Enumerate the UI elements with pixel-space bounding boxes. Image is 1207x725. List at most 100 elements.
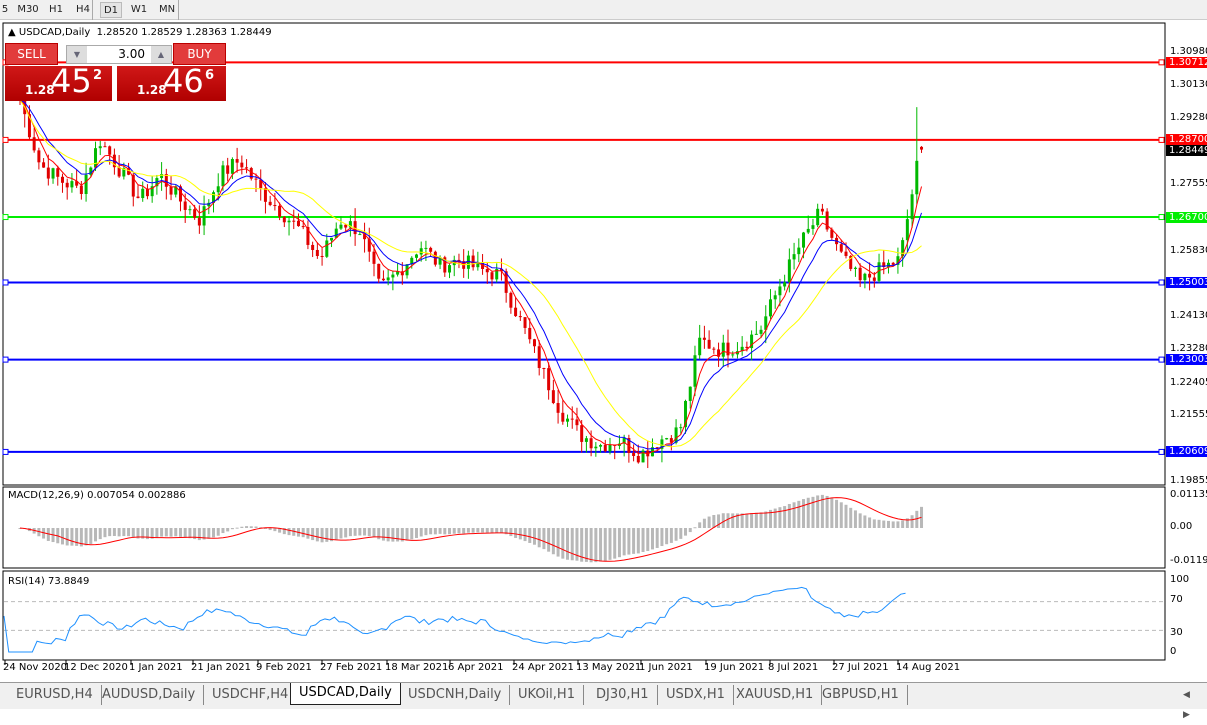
candle-body: [830, 229, 834, 238]
candle-body: [377, 263, 381, 279]
lots-input[interactable]: 3.00 ▼ ▲: [66, 45, 172, 64]
timeframe-h1[interactable]: H1: [49, 4, 63, 15]
candle-body: [429, 247, 433, 252]
candle-body: [825, 211, 829, 230]
tab-usdcad-daily[interactable]: USDCAD,Daily: [290, 683, 401, 705]
macd-bar: [731, 513, 735, 528]
tab-eurusd-h4[interactable]: EURUSD,H4: [8, 685, 102, 705]
tab-ukoil-h1[interactable]: UKOil,H1: [510, 685, 584, 705]
candle-body: [858, 267, 862, 281]
ma-mid-line: [19, 99, 922, 450]
candle-body: [32, 137, 36, 151]
macd-bar: [353, 528, 357, 536]
timeframe-5[interactable]: 5: [1, 4, 9, 15]
line-price-tag: 1.23003: [1166, 354, 1207, 366]
tab-gbpusd-h1[interactable]: GBPUSD,H1: [814, 685, 908, 705]
candle-body: [561, 412, 565, 422]
macd-bar: [820, 494, 824, 528]
macd-bar: [688, 528, 692, 533]
macd-bar: [381, 528, 385, 541]
chart-canvas[interactable]: [0, 0, 1207, 682]
macd-bar: [835, 499, 839, 528]
macd-bar: [868, 517, 872, 528]
macd-bar: [632, 528, 636, 554]
candle-body: [537, 346, 541, 369]
candle-body: [301, 226, 305, 228]
macd-bar: [570, 528, 574, 561]
line-handle-icon: [1158, 279, 1165, 286]
macd-bar: [476, 528, 480, 533]
lots-decrease-icon[interactable]: ▼: [67, 46, 87, 63]
tab-usdx-h1[interactable]: USDX,H1: [658, 685, 734, 705]
buy-button[interactable]: BUY: [173, 43, 226, 65]
macd-bar: [773, 508, 777, 528]
candle-body: [414, 254, 418, 258]
macd-bar: [622, 528, 626, 556]
macd-bar: [315, 528, 319, 542]
sell-price[interactable]: 1.28 45 2: [5, 62, 112, 101]
candle-body: [169, 186, 173, 195]
macd-bar: [471, 528, 475, 533]
candle-body: [669, 438, 673, 443]
candle-body: [481, 262, 485, 269]
sell-button[interactable]: SELL: [5, 43, 58, 65]
macd-bar: [806, 497, 810, 528]
candle-body: [910, 194, 914, 220]
buy-price[interactable]: 1.28 46 6: [117, 62, 226, 101]
macd-bar: [830, 497, 834, 528]
candle-body: [311, 244, 315, 250]
macd-bar: [778, 507, 782, 528]
date-axis-label: 14 Aug 2021: [896, 662, 961, 673]
timeframe-h4[interactable]: H4: [76, 4, 90, 15]
macd-bar: [726, 513, 730, 528]
macd-bar: [462, 528, 466, 534]
tab-dj30-h1[interactable]: DJ30,H1: [588, 685, 658, 705]
macd-bar: [740, 513, 744, 528]
macd-bar: [603, 528, 607, 561]
candle-body: [660, 439, 664, 449]
candle-body: [566, 418, 570, 422]
macd-bar: [641, 528, 645, 553]
tab-usdchf-h4[interactable]: USDCHF,H4: [204, 685, 298, 705]
candle-body: [551, 390, 555, 404]
macd-bar: [330, 528, 334, 542]
timeframe-mn[interactable]: MN: [158, 4, 176, 15]
candle-body: [42, 162, 46, 168]
buy-prefix: 1.28: [137, 83, 167, 97]
tab-scroll-arrows[interactable]: ◀ ▶: [1183, 690, 1190, 720]
macd-bar: [707, 516, 711, 528]
tab-usdcnh-daily[interactable]: USDCNH,Daily: [400, 685, 511, 705]
timeframe-d1[interactable]: D1: [100, 2, 122, 18]
timeframe-m30[interactable]: M30: [17, 4, 39, 15]
macd-bar: [254, 526, 258, 528]
tab-audusd-daily[interactable]: AUDUSD,Daily: [94, 685, 205, 705]
macd-bar: [424, 528, 428, 536]
macd-bar: [273, 528, 277, 532]
macd-bar: [197, 528, 201, 541]
candle-body: [98, 146, 102, 149]
macd-bar: [46, 528, 50, 541]
sell-pip: 2: [93, 68, 103, 83]
macd-bar: [551, 528, 555, 555]
date-axis-label: 8 Jul 2021: [768, 662, 819, 673]
candle-body: [344, 224, 348, 228]
candle-body: [679, 427, 683, 429]
macd-bar: [65, 528, 69, 546]
candle-body: [556, 403, 560, 413]
macd-bar: [325, 528, 329, 542]
tab-xauusd-h1[interactable]: XAUUSD,H1: [728, 685, 823, 705]
macd-bar: [575, 528, 579, 561]
candle-body: [712, 348, 716, 350]
macd-bar: [160, 528, 164, 537]
candle-body: [282, 216, 286, 223]
timeframe-w1[interactable]: W1: [130, 4, 148, 15]
buy-main: 46: [163, 62, 204, 100]
lots-increase-icon[interactable]: ▲: [151, 46, 171, 63]
macd-bar: [419, 528, 423, 537]
macd-bar: [896, 521, 900, 528]
macd-bar: [193, 528, 197, 540]
macd-bar: [178, 528, 182, 537]
candle-body: [424, 247, 428, 249]
date-axis-label: 27 Feb 2021: [320, 662, 383, 673]
candle-body: [783, 282, 787, 287]
